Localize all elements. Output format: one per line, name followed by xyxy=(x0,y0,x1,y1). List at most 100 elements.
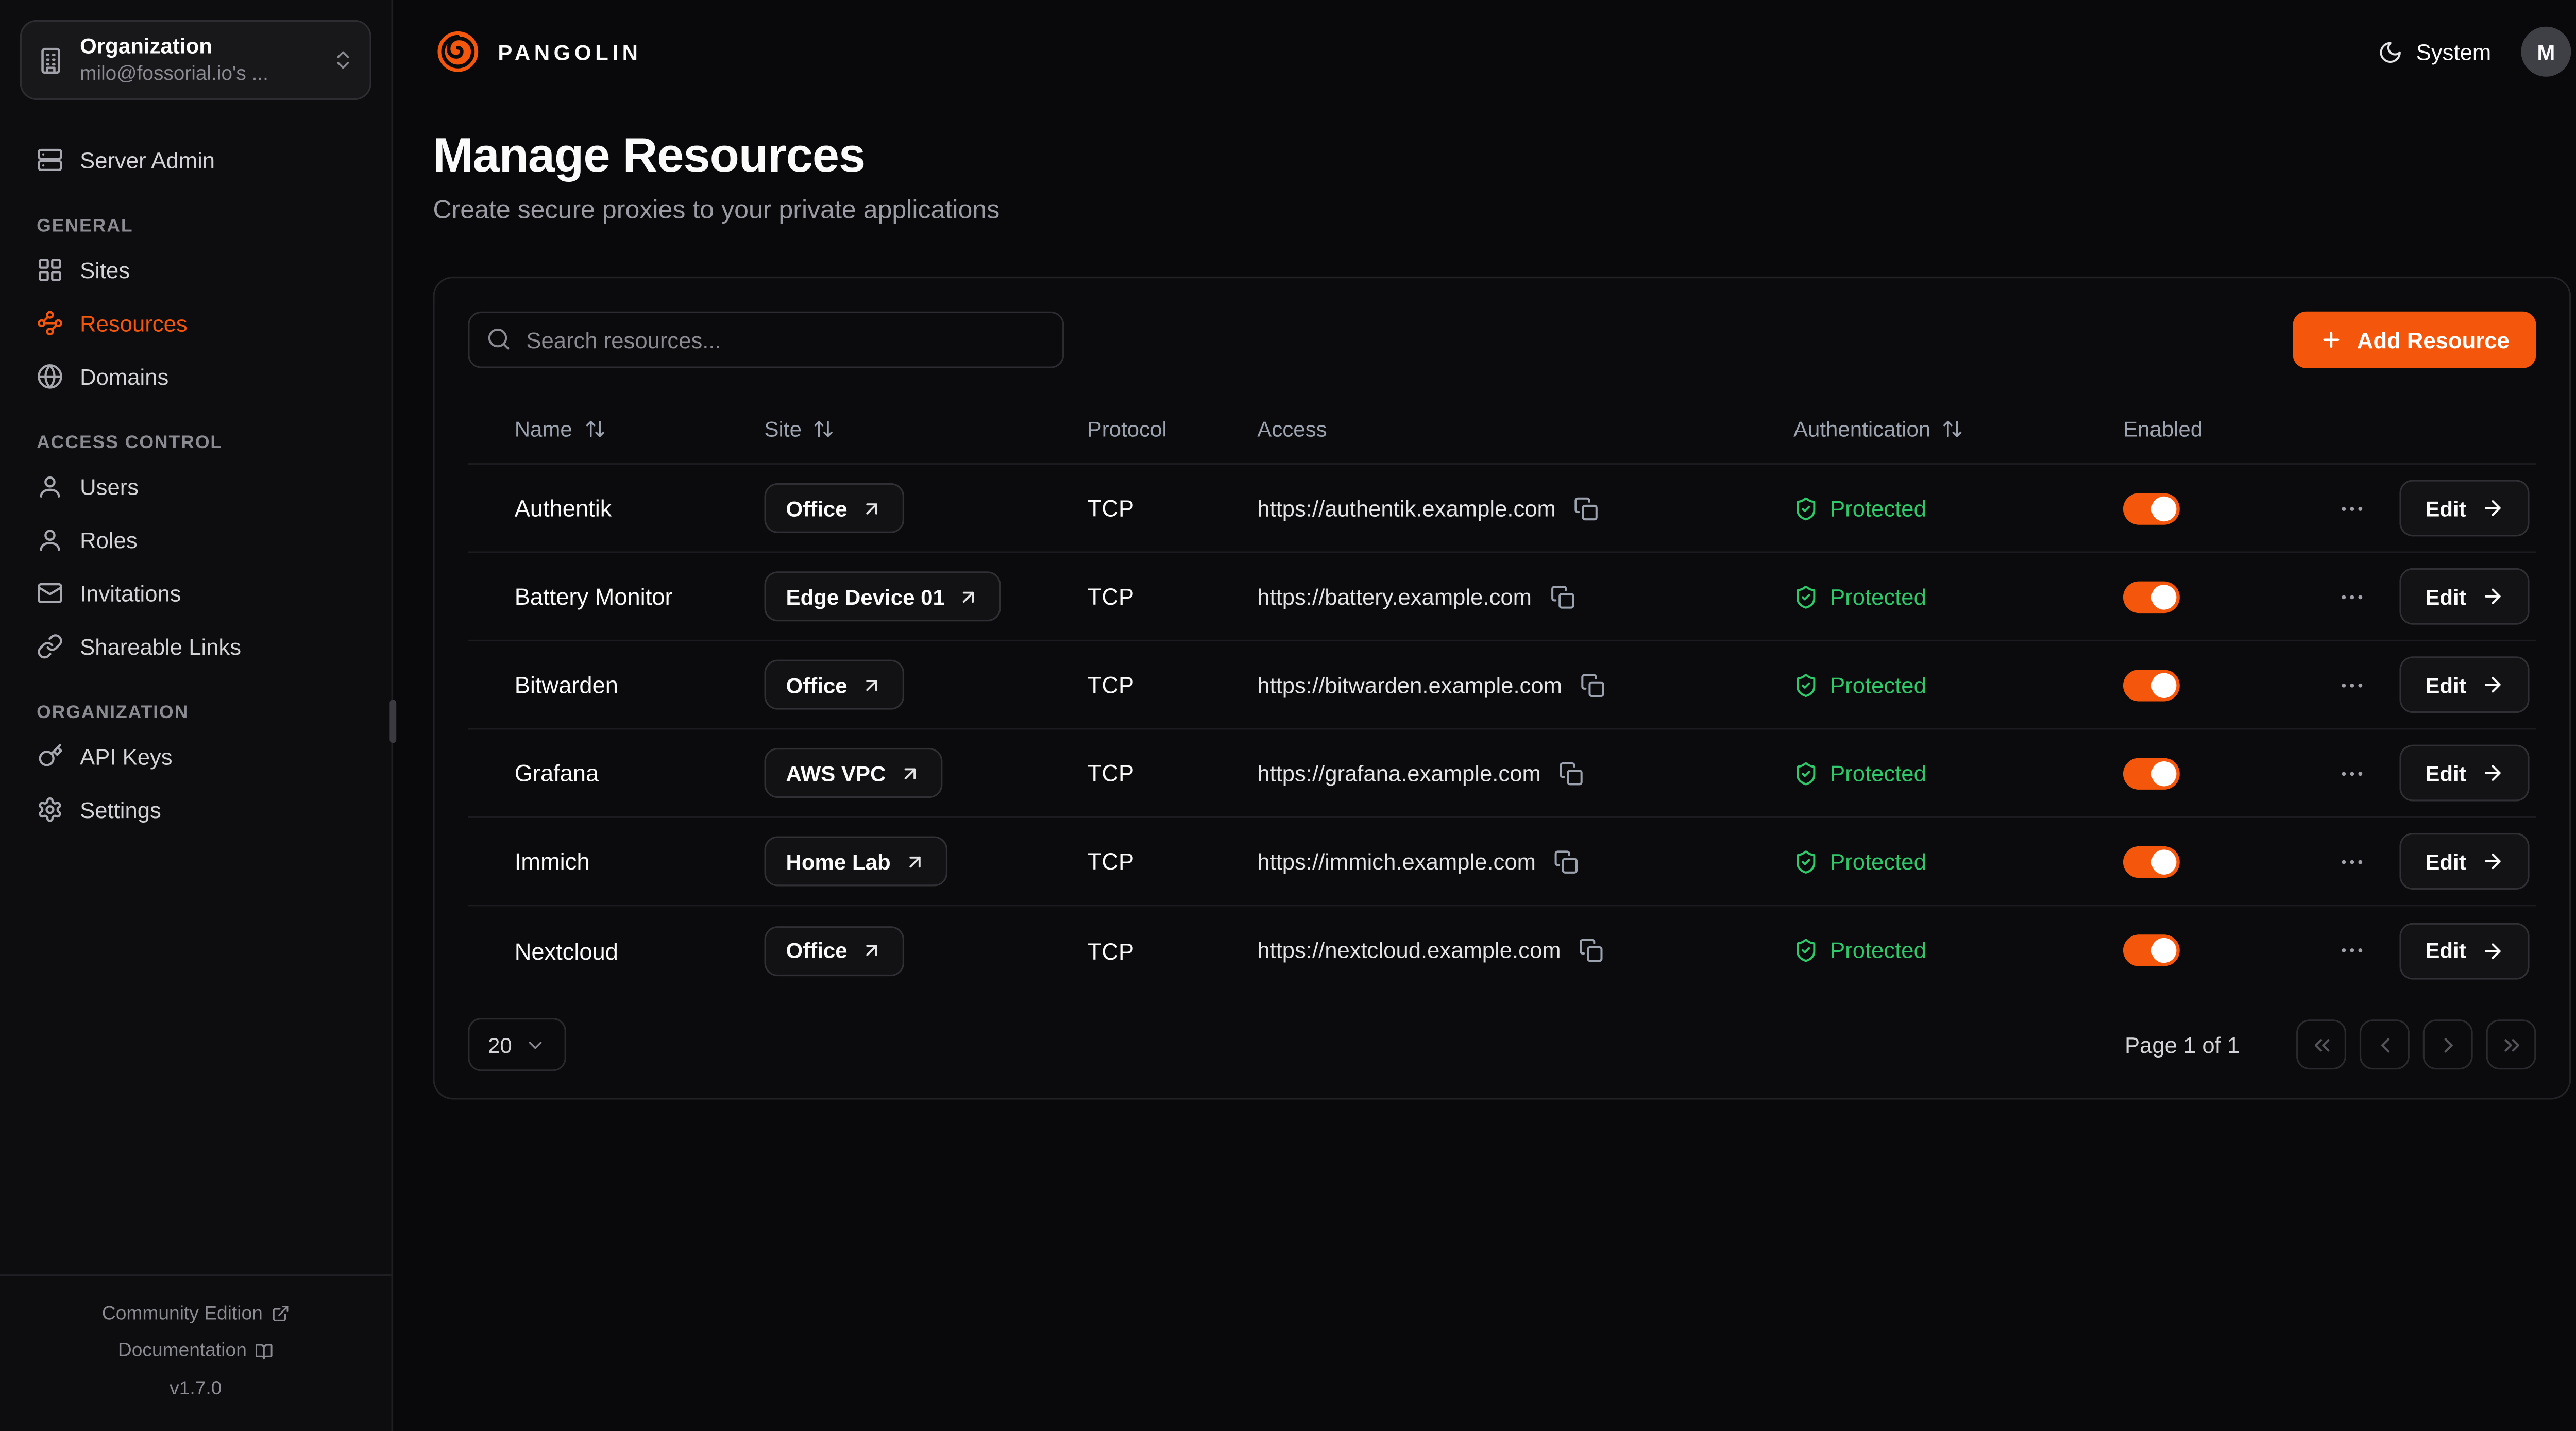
first-page-button[interactable] xyxy=(2296,1019,2347,1070)
prev-page-button[interactable] xyxy=(2359,1019,2410,1070)
site-link-button[interactable]: Edge Device 01 xyxy=(764,571,1002,622)
more-options-button[interactable] xyxy=(2335,844,2370,879)
more-options-button[interactable] xyxy=(2335,933,2370,968)
site-link-button[interactable]: Office xyxy=(764,483,904,533)
enabled-toggle[interactable] xyxy=(2123,581,2180,612)
enabled-toggle[interactable] xyxy=(2123,845,2180,877)
arrow-up-right-icon xyxy=(899,762,921,784)
copy-url-button[interactable] xyxy=(1576,934,1607,966)
copy-url-button[interactable] xyxy=(1577,669,1608,700)
edit-button[interactable]: Edit xyxy=(2400,922,2530,979)
copy-url-button[interactable] xyxy=(1547,581,1578,612)
sidebar-item-users[interactable]: Users xyxy=(20,461,371,514)
chevrons-up-down-icon xyxy=(331,49,354,72)
plus-icon xyxy=(2320,328,2344,351)
enabled-toggle[interactable] xyxy=(2123,757,2180,789)
theme-label: System xyxy=(2416,39,2492,64)
table-row: Authentik Office TCP https://authentik.e… xyxy=(468,465,2536,553)
page-size-select[interactable]: 20 xyxy=(468,1017,567,1071)
more-options-button[interactable] xyxy=(2335,756,2370,791)
site-link-button[interactable]: Home Lab xyxy=(764,836,947,887)
external-link-icon xyxy=(271,1305,290,1324)
moon-icon xyxy=(2378,39,2402,64)
enabled-toggle[interactable] xyxy=(2123,492,2180,524)
sidebar-item-invitations[interactable]: Invitations xyxy=(20,567,371,620)
building-icon xyxy=(37,46,65,75)
copy-url-button[interactable] xyxy=(1571,492,1602,524)
page-header: Manage Resources Create secure proxies t… xyxy=(393,100,2576,227)
more-options-button[interactable] xyxy=(2335,667,2370,702)
last-page-button[interactable] xyxy=(2486,1019,2536,1070)
resource-access-url: https://authentik.example.com xyxy=(1257,496,1556,521)
sort-authentication-button[interactable] xyxy=(1942,418,1964,440)
table-footer: 20 Page 1 of 1 xyxy=(468,1017,2536,1071)
shield-check-icon xyxy=(1793,849,1818,874)
link-icon xyxy=(37,634,63,660)
enabled-toggle[interactable] xyxy=(2123,934,2180,966)
sidebar-item-resources[interactable]: Resources xyxy=(20,297,371,350)
theme-toggle[interactable]: System xyxy=(2378,39,2491,64)
arrow-up-right-icon xyxy=(860,940,882,961)
sidebar-item-roles[interactable]: Roles xyxy=(20,514,371,567)
edit-button[interactable]: Edit xyxy=(2400,568,2530,625)
shield-check-icon xyxy=(1793,672,1818,697)
more-options-button[interactable] xyxy=(2335,490,2370,525)
site-link-button[interactable]: AWS VPC xyxy=(764,748,943,798)
community-edition-link[interactable]: Community Edition xyxy=(20,1296,371,1333)
topbar: PANGOLIN System M xyxy=(393,0,2576,100)
edit-label: Edit xyxy=(2425,496,2466,521)
resource-name: Authentik xyxy=(514,495,612,522)
sidebar-resize-handle[interactable] xyxy=(389,700,397,743)
more-options-button[interactable] xyxy=(2335,579,2370,614)
site-name: Office xyxy=(786,672,848,697)
sidebar-item-label: API Keys xyxy=(80,744,173,770)
sidebar-item-shareable-links[interactable]: Shareable Links xyxy=(20,621,371,674)
auth-status: Protected xyxy=(1830,848,1926,874)
resource-protocol: TCP xyxy=(1087,937,1134,964)
section-label-access-control: ACCESS CONTROL xyxy=(37,434,223,454)
avatar[interactable]: M xyxy=(2521,26,2571,77)
copy-url-button[interactable] xyxy=(1556,757,1587,789)
pager: Page 1 of 1 xyxy=(2124,1019,2536,1070)
documentation-link[interactable]: Documentation xyxy=(20,1333,371,1371)
edit-button[interactable]: Edit xyxy=(2400,744,2530,802)
resources-table: Name Site Protocol Access Authentication… xyxy=(468,395,2536,994)
add-resource-button[interactable]: Add Resource xyxy=(2294,311,2536,368)
brand: PANGOLIN xyxy=(433,27,641,77)
sort-site-button[interactable] xyxy=(814,418,835,440)
sidebar-item-label: Settings xyxy=(80,798,161,823)
documentation-label: Documentation xyxy=(117,1341,247,1361)
enabled-toggle[interactable] xyxy=(2123,669,2180,701)
shield-check-icon xyxy=(1793,496,1818,521)
sidebar-item-sites[interactable]: Sites xyxy=(20,244,371,297)
search-input[interactable] xyxy=(468,311,1064,368)
edit-button[interactable]: Edit xyxy=(2400,833,2530,890)
add-resource-label: Add Resource xyxy=(2357,327,2510,352)
copy-url-button[interactable] xyxy=(1551,845,1582,877)
gear-icon xyxy=(37,797,63,824)
sidebar-item-label: Resources xyxy=(80,311,188,337)
arrow-right-icon xyxy=(2481,497,2504,520)
sidebar-item-domains[interactable]: Domains xyxy=(20,351,371,404)
site-link-button[interactable]: Office xyxy=(764,659,904,710)
org-selector[interactable]: Organization milo@fossorial.io's ... xyxy=(20,20,371,101)
sidebar-item-label: Server Admin xyxy=(80,148,215,174)
sidebar-item-settings[interactable]: Settings xyxy=(20,784,371,837)
next-page-button[interactable] xyxy=(2422,1019,2473,1070)
site-link-button[interactable]: Office xyxy=(764,925,904,976)
shield-check-icon xyxy=(1793,584,1818,609)
table-header-row: Name Site Protocol Access Authentication… xyxy=(468,395,2536,465)
org-selector-texts: Organization milo@fossorial.io's ... xyxy=(80,33,316,88)
sidebar-item-api-keys[interactable]: API Keys xyxy=(20,730,371,783)
edit-button[interactable]: Edit xyxy=(2400,480,2530,537)
sidebar-item-label: Users xyxy=(80,474,139,500)
page-info: Page 1 of 1 xyxy=(2124,1032,2240,1057)
col-protocol: Protocol xyxy=(1087,416,1167,442)
edit-label: Edit xyxy=(2425,938,2466,963)
sidebar-item-server-admin[interactable]: Server Admin xyxy=(20,134,371,187)
edit-label: Edit xyxy=(2425,672,2466,697)
edit-button[interactable]: Edit xyxy=(2400,656,2530,713)
page-title: Manage Resources xyxy=(433,130,866,183)
sort-name-button[interactable] xyxy=(584,418,605,440)
